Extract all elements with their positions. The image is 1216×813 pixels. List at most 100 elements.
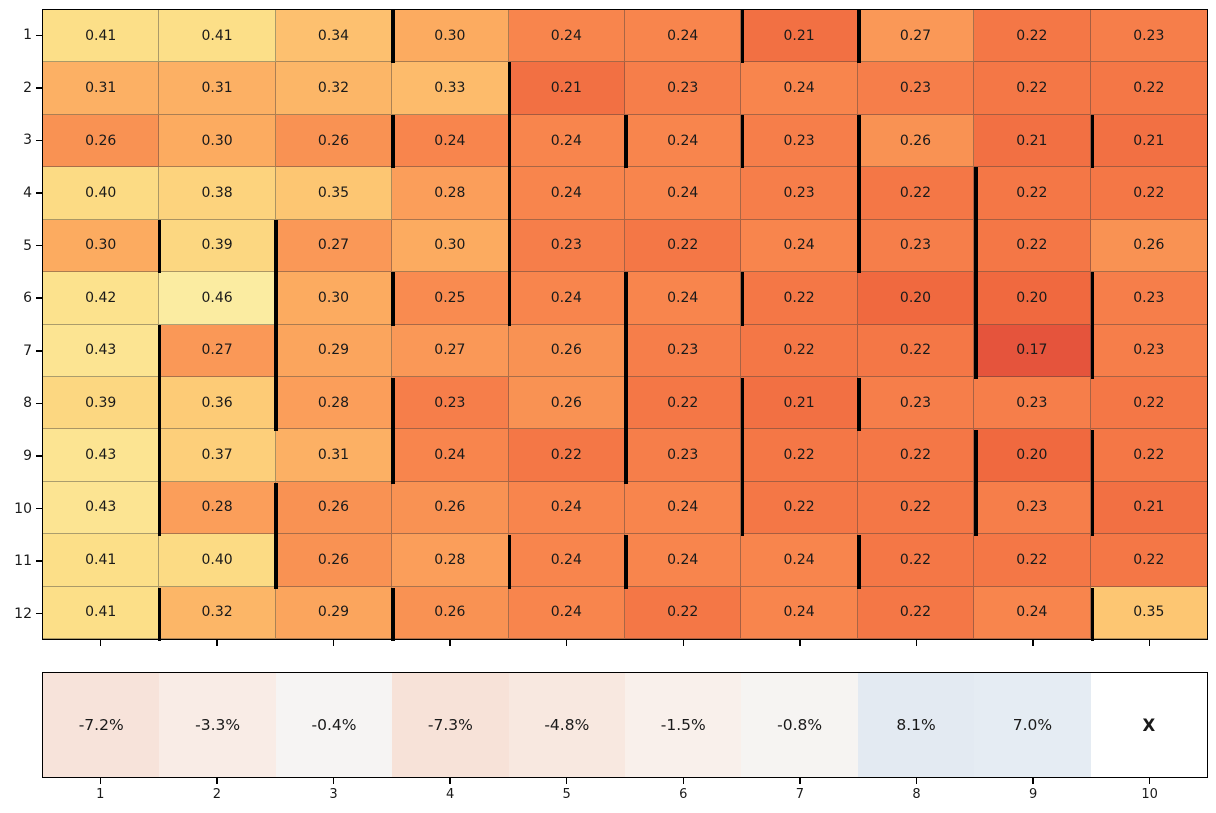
heatmap-cell: 0.22	[1090, 167, 1207, 220]
changepoint-marker	[157, 219, 162, 274]
heatmap-cell: 0.33	[392, 62, 509, 115]
changepoint-marker	[274, 535, 278, 589]
heatmap-cell: 0.24	[625, 534, 742, 587]
heatmap-cell: 0.27	[159, 324, 276, 377]
heatmap-cell: 0.32	[159, 586, 276, 639]
heatmap-cell: 0.22	[974, 167, 1091, 220]
changepoint-marker	[624, 377, 628, 432]
heatmap-cell: 0.24	[741, 219, 858, 273]
row-tick-label: 6	[23, 290, 32, 307]
strip-col-tick-label: 3	[329, 787, 338, 802]
changepoint-marker	[391, 272, 395, 326]
heatmap-cell: 0.29	[275, 324, 393, 377]
changepoint-marker	[974, 219, 978, 274]
changepoint-marker	[857, 114, 861, 169]
row-tick-mark	[36, 612, 42, 615]
heatmap-cell: 0.40	[159, 534, 276, 587]
row-tick-mark	[36, 139, 42, 142]
heatmap-cell: 0.29	[275, 586, 393, 639]
heatmap-cell: 0.22	[741, 324, 858, 377]
heatmap-cell: 0.20	[974, 429, 1091, 482]
heatmap-cell: 0.24	[508, 10, 625, 63]
changepoint-marker	[507, 272, 512, 326]
heatmap-cell: 0.22	[857, 481, 975, 535]
changepoint-marker	[1090, 430, 1095, 484]
heatmap-cell: 0.22	[625, 586, 742, 639]
heatmap-cell: 0.39	[159, 219, 276, 273]
strip-col-tick-label: 1	[96, 787, 105, 802]
heatmap-cell: 0.36	[159, 376, 276, 430]
heatmap-cell: 0.24	[508, 586, 625, 639]
heatmap-cell: 0.21	[741, 10, 858, 63]
heatmap-cell: 0.24	[508, 481, 625, 535]
changepoint-marker	[1090, 325, 1095, 379]
heatmap-col-tick-mark	[449, 640, 451, 646]
heatmap-cell: 0.22	[974, 62, 1091, 115]
heatmap-col-tick-mark	[565, 640, 568, 646]
heatmap-cell: 0.24	[625, 272, 742, 325]
heatmap-cell: 0.24	[392, 114, 509, 168]
changepoint-marker	[857, 167, 861, 221]
heatmap-col-tick-mark	[99, 640, 102, 646]
changepoint-marker	[391, 9, 395, 64]
heatmap-cell: 0.24	[741, 534, 858, 587]
changepoint-marker	[1090, 272, 1095, 326]
heatmap-cell: 0.23	[741, 114, 858, 168]
heatmap-cell: 0.24	[508, 114, 625, 168]
heatmap-cell: 0.27	[392, 324, 509, 377]
changepoint-marker	[974, 167, 978, 221]
heatmap-cell: 0.23	[857, 376, 975, 430]
changepoint-marker	[740, 9, 745, 64]
heatmap-cell: 0.23	[508, 219, 625, 273]
heatmap-cell: 0.22	[974, 534, 1091, 587]
heatmap-cell: 0.22	[974, 10, 1091, 63]
heatmap-cell: 0.24	[625, 167, 742, 220]
strip-cell: -0.4%	[275, 673, 393, 777]
heatmap-cell: 0.23	[857, 219, 975, 273]
row-tick-label: 10	[14, 500, 32, 517]
changepoint-marker	[507, 62, 512, 116]
changepoint-marker	[157, 377, 162, 432]
heatmap-cell: 0.22	[741, 429, 858, 482]
heatmap-cell: 0.24	[508, 167, 625, 220]
strip-col-tick-mark	[565, 778, 568, 784]
heatmap-cell: 0.22	[974, 219, 1091, 273]
row-tick-mark	[36, 507, 42, 510]
heatmap-col-tick-mark	[682, 640, 685, 646]
strip-cell: 7.0%	[974, 673, 1091, 777]
heatmap-cell: 0.38	[159, 167, 276, 220]
heatmap-cell: 0.30	[275, 272, 393, 325]
row-tick-label: 5	[23, 237, 32, 254]
changepoint-marker	[857, 377, 861, 432]
heatmap-cell: 0.21	[508, 62, 625, 115]
heatmap-cell: 0.27	[857, 10, 975, 63]
strip-cell: -7.3%	[392, 673, 509, 777]
heatmap-cell: 0.26	[43, 114, 160, 168]
heatmap-cell: 0.22	[1090, 62, 1207, 115]
heatmap-col-tick-mark	[216, 640, 218, 646]
heatmap-cell: 0.35	[1090, 586, 1207, 639]
heatmap-cell: 0.23	[392, 376, 509, 430]
heatmap-cell: 0.26	[392, 586, 509, 639]
heatmap-cell: 0.22	[857, 429, 975, 482]
strip-col-tick-label: 9	[1028, 787, 1038, 802]
row-tick-mark	[36, 192, 42, 194]
strip-cell: -3.3%	[159, 673, 276, 777]
heatmap-cell: 0.21	[974, 114, 1091, 168]
heatmap-cell: 0.23	[1090, 272, 1207, 325]
changepoint-marker	[857, 219, 861, 274]
changepoint-marker	[157, 430, 162, 484]
strip-col-tick-label: 6	[679, 787, 688, 802]
percent-strip-panel: -7.2% -3.3% -0.4% -7.3% -4.8% -1.5% -0.8% 8.1% 7…	[42, 672, 1208, 778]
heatmap-cell: 0.37	[159, 429, 276, 482]
heatmap-col-tick-mark	[1032, 640, 1034, 646]
row-tick-label: 11	[14, 553, 32, 570]
changepoint-marker	[507, 219, 512, 274]
heatmap-col-tick-mark	[332, 640, 335, 646]
heatmap-cell: 0.26	[392, 481, 509, 535]
heatmap-cell: 0.17	[974, 324, 1091, 377]
heatmap-cell: 0.24	[508, 272, 625, 325]
changepoint-marker	[624, 430, 628, 484]
changepoint-marker	[740, 430, 745, 484]
